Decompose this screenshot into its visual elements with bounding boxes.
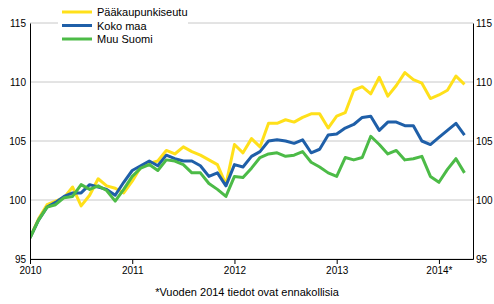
axis-line — [473, 24, 474, 260]
tick: 95 — [473, 254, 488, 265]
tick-mark — [30, 259, 31, 264]
legend-swatch — [62, 38, 92, 41]
legend-background — [58, 5, 188, 47]
tick-mark — [439, 259, 440, 264]
tick-label: 105 — [476, 136, 493, 147]
legend-item: Pääkaupunkiseutu — [62, 6, 188, 18]
tick: 115 — [473, 18, 492, 29]
tick: 115 — [10, 18, 30, 29]
tick-label: 115 — [476, 18, 492, 29]
series-line — [30, 116, 464, 238]
tick: 2011 — [122, 259, 144, 276]
tick: 2013 — [326, 259, 349, 276]
tick-label: 2010 — [19, 265, 42, 276]
tick: 110 — [10, 77, 30, 88]
tick: 2012 — [224, 259, 247, 276]
tick-label: 100 — [9, 195, 26, 206]
tick: 105 — [9, 136, 30, 147]
axis-line — [30, 24, 31, 260]
tick-mark — [337, 259, 338, 264]
tick: 105 — [473, 136, 493, 147]
tick-label: 115 — [10, 18, 26, 29]
legend-item: Muu Suomi — [62, 33, 153, 45]
legend-label: Muu Suomi — [97, 33, 153, 45]
tick-mark — [132, 259, 133, 264]
series-line — [30, 136, 464, 237]
x-axis: 2010 2011 2012 2013 2014* — [19, 259, 473, 276]
tick-label: 2011 — [122, 265, 144, 276]
tick: 2010 — [19, 259, 42, 276]
tick: 100 — [473, 195, 493, 206]
grid-line — [30, 200, 473, 201]
tick: 100 — [9, 195, 30, 206]
tick-mark — [234, 259, 235, 264]
y2-axis: 95 100 105 110 115 — [473, 18, 493, 265]
tick-label: 95 — [15, 254, 27, 265]
tick-label: 110 — [476, 77, 492, 88]
legend-label: Pääkaupunkiseutu — [97, 6, 188, 18]
y-axis: 95 100 105 110 115 — [9, 18, 30, 265]
lines — [30, 73, 464, 238]
tick-label: 95 — [476, 254, 488, 265]
legend-label: Koko maa — [97, 20, 147, 32]
tick-label: 2012 — [224, 265, 247, 276]
series-line — [30, 73, 464, 238]
legend-swatch — [62, 11, 92, 14]
grid-line — [30, 82, 473, 83]
tick: 110 — [473, 77, 492, 88]
axis-line — [31, 259, 474, 260]
tick-label: 2013 — [326, 265, 349, 276]
tick: 2014* — [426, 259, 452, 276]
legend: Pääkaupunkiseutu Koko maaMuu Suomi — [58, 5, 188, 47]
grid-line — [30, 259, 473, 260]
legend-swatch — [62, 24, 92, 27]
footnote: *Vuoden 2014 tiedot ovat ennakollisia — [155, 286, 340, 298]
tick-label: 100 — [476, 195, 493, 206]
tick: 95 — [15, 254, 30, 265]
chart: 95 100 105 110 115 95 100 105 110 115 2010 2011 2012… — [0, 0, 494, 304]
grid — [30, 23, 473, 259]
tick-label: 105 — [9, 136, 26, 147]
tick-label: 2014* — [426, 265, 452, 276]
tick-label: 110 — [10, 77, 26, 88]
legend-item: Koko maa — [62, 20, 147, 32]
